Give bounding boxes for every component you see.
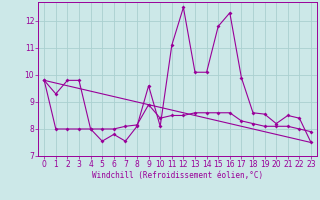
X-axis label: Windchill (Refroidissement éolien,°C): Windchill (Refroidissement éolien,°C): [92, 171, 263, 180]
